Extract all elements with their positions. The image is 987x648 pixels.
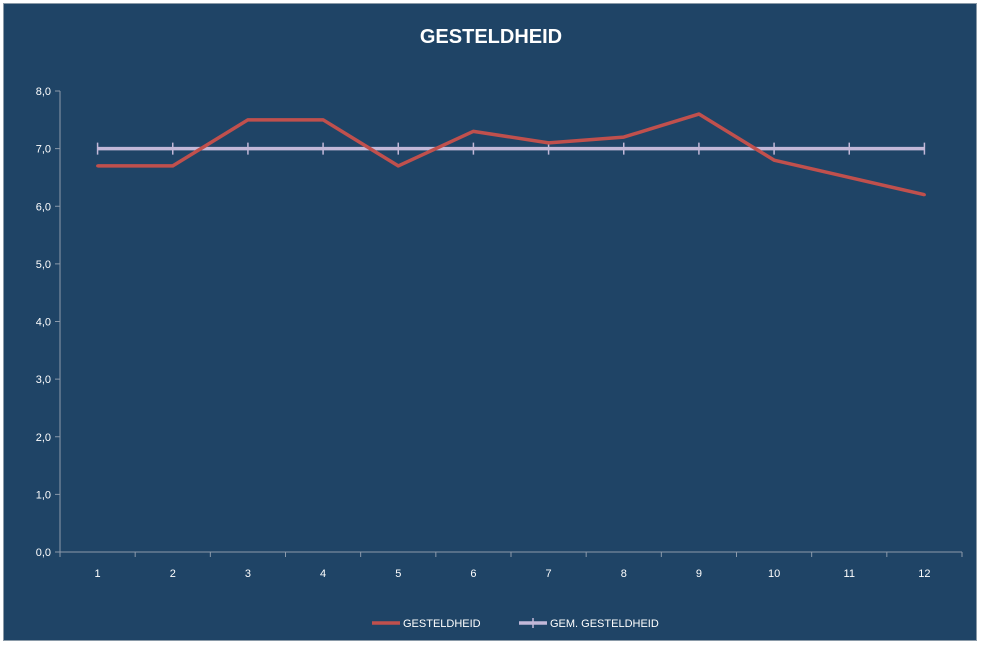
y-tick-label: 0,0 (36, 547, 51, 559)
x-tick-label: 4 (320, 568, 326, 580)
data-point (697, 112, 701, 116)
y-tick-label: 8,0 (36, 86, 51, 98)
y-tick-label: 2,0 (36, 432, 51, 444)
x-tick-label: 2 (170, 568, 176, 580)
chart-area: GESTELDHEID 0,0 1,0 2,0 3,0 4,0 5,0 6,0 7,0 8,0 1… (3, 3, 977, 641)
x-tick-label: 12 (918, 568, 930, 580)
data-point (622, 135, 626, 139)
x-tick-label: 6 (470, 568, 476, 580)
data-point (321, 118, 325, 122)
x-tick-label: 10 (768, 568, 780, 580)
x-tick-label: 7 (546, 568, 552, 580)
y-tick-label: 1,0 (36, 489, 51, 501)
y-tick-label: 6,0 (36, 201, 51, 213)
y-tick-label: 5,0 (36, 259, 51, 271)
legend-label: GESTELDHEID (403, 618, 481, 630)
series-line-gesteldheid (97, 112, 925, 197)
data-point (171, 164, 175, 168)
x-tick-label: 9 (696, 568, 702, 580)
y-tick-label: 7,0 (36, 144, 51, 156)
x-tick-label: 11 (844, 568, 855, 580)
data-point (96, 164, 100, 168)
line-chart: 0,01,02,03,04,05,06,07,08,01 2 3 4 5 6 7 8 9 10 11… (36, 86, 963, 630)
data-point (772, 158, 776, 162)
x-tick-label: 5 (395, 568, 401, 580)
data-point (471, 129, 475, 133)
chart-title: GESTELDHEID (419, 26, 563, 48)
y-tick-label: 4,0 (36, 317, 51, 329)
x-tick-label: 8 (621, 568, 627, 580)
data-point (922, 193, 926, 197)
data-point (246, 118, 250, 122)
data-point (847, 175, 851, 179)
y-tick-label: 3,0 (36, 374, 51, 386)
data-point (396, 164, 400, 168)
x-tick-label: 1 (95, 568, 101, 580)
legend-label: GEM. GESTELDHEID (550, 618, 659, 630)
data-point (547, 141, 551, 145)
x-tick-label: 3 (245, 568, 251, 580)
